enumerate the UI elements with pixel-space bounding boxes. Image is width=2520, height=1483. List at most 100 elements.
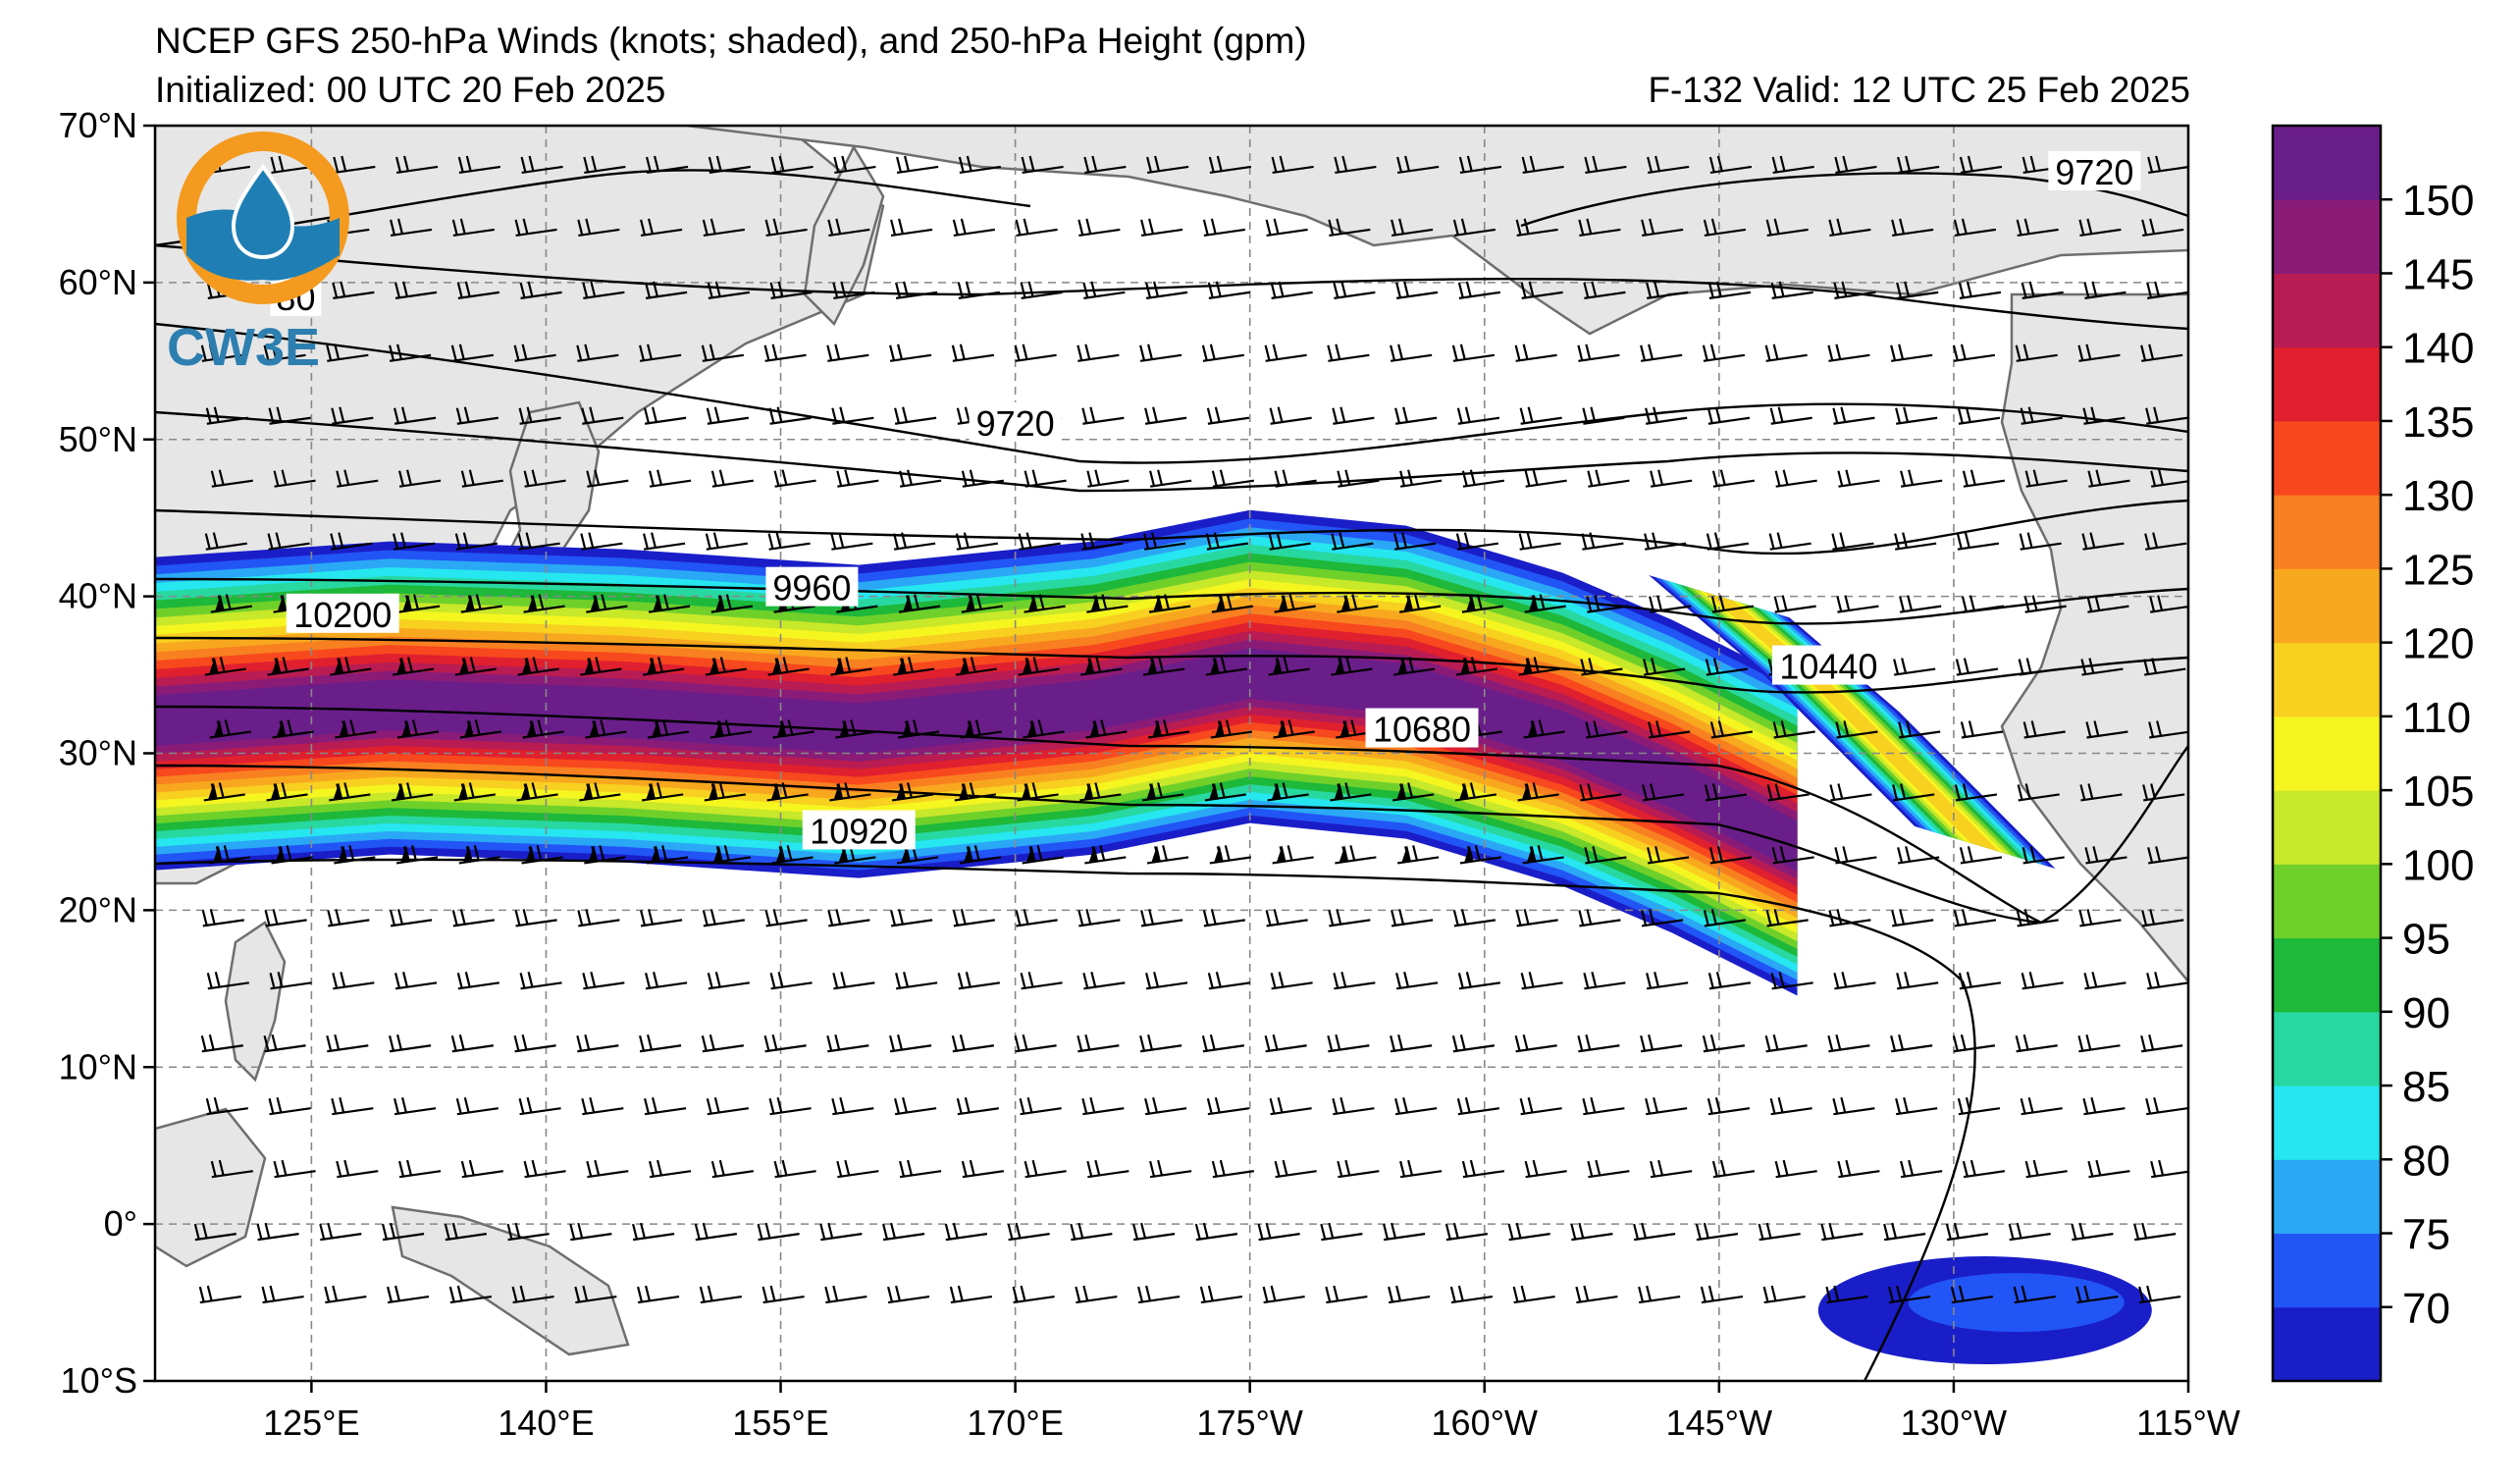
wind-barb [1645, 1096, 1688, 1116]
wind-barb [1081, 406, 1125, 425]
wind-barb [2015, 1033, 2058, 1053]
wind-barb [451, 909, 495, 927]
height-contour [155, 322, 2188, 464]
wind-barb [1952, 344, 1996, 362]
wind-barb [894, 1096, 937, 1116]
wind-barb [1332, 1096, 1375, 1116]
lat-label: 40°N [59, 576, 137, 616]
wind-barb [702, 909, 746, 927]
wind-barb [2078, 909, 2122, 927]
wind-barb [2085, 720, 2128, 739]
wind-barb [1769, 406, 1812, 425]
wind-barb [764, 909, 808, 927]
wind-barb [1081, 1096, 1125, 1116]
wind-barb [1834, 155, 1877, 175]
wind-barb [1962, 469, 2006, 488]
wind-barb [1837, 469, 1880, 488]
wind-barb [827, 218, 870, 238]
wind-barb [269, 972, 312, 990]
wind-barb [1832, 1096, 1875, 1116]
wind-barb [327, 909, 370, 927]
wind-barb [200, 344, 243, 362]
wind-barb [706, 406, 750, 425]
wind-barb [763, 1033, 807, 1053]
wind-barb [647, 719, 690, 739]
wind-barb [899, 1159, 942, 1179]
wind-barb [1710, 595, 1755, 613]
wind-barb [1899, 595, 1942, 613]
wind-barb [830, 532, 873, 551]
wind-barb [331, 406, 374, 425]
wind-barb [1327, 1033, 1370, 1053]
wind-barb [1458, 155, 1502, 175]
wind-barb [832, 972, 875, 990]
wind-barb [2133, 1222, 2177, 1242]
wind-barb [1331, 657, 1373, 676]
wind-barb [331, 1096, 374, 1116]
wind-barb [520, 155, 563, 175]
wind-barb [2146, 281, 2188, 299]
wind-barb [1524, 1159, 1567, 1179]
wind-barb [705, 532, 749, 551]
wind-barb [1019, 1096, 1062, 1116]
wind-barb [1147, 719, 1190, 739]
siberia-alaska-landmass [686, 126, 2188, 336]
wind-barb [1327, 344, 1370, 362]
wind-barb [1587, 1159, 1630, 1179]
wind-barb [1452, 909, 1496, 927]
wind-barb [1269, 1096, 1312, 1116]
wind-barb [455, 1096, 499, 1116]
wind-barb [397, 594, 441, 613]
wind-barb [952, 909, 996, 927]
wind-barb [2145, 1096, 2188, 1116]
wind-barb [1520, 972, 1563, 990]
wind-barb [1270, 972, 1313, 990]
wind-barb [836, 469, 879, 488]
height-contour [155, 858, 1976, 1381]
height-contour [155, 705, 2188, 925]
lat-label: 60°N [59, 262, 137, 302]
wind-barb [391, 782, 434, 802]
wind-barb [1711, 469, 1756, 488]
wind-barb [637, 1285, 680, 1304]
wind-barb [1391, 782, 1435, 802]
wind-barb [336, 469, 379, 488]
wind-barb [2024, 469, 2068, 488]
wind-barb [951, 1033, 995, 1053]
wind-barb [387, 1285, 430, 1304]
wind-barb [519, 972, 562, 990]
wind-barb [1960, 720, 2004, 739]
wind-barb [1205, 657, 1248, 676]
wind-barb [1764, 344, 1808, 362]
wind-barb [1398, 594, 1442, 613]
wind-barb [523, 469, 566, 488]
wind-barb [1020, 972, 1063, 990]
wind-barb [1211, 469, 1255, 488]
wind-barb [1768, 532, 1811, 551]
wind-barb [456, 281, 499, 299]
wind-barb [1705, 658, 1749, 676]
wind-barb [1202, 218, 1246, 238]
wind-speed-shading [155, 509, 2152, 1365]
wind-barb [2083, 972, 2126, 990]
wind-barb [1137, 1285, 1181, 1304]
wind-barb [1394, 1096, 1438, 1116]
wind-barb [261, 1285, 304, 1304]
wind-barb [393, 532, 436, 551]
wind-barb [1703, 218, 1747, 238]
wind-barb [1758, 1222, 1801, 1242]
wind-barb [1268, 532, 1311, 551]
wind-barb [1832, 406, 1875, 425]
lat-label: 10°S [61, 1360, 137, 1401]
lon-label: 175°W [1196, 1403, 1302, 1443]
wind-barb [646, 845, 689, 865]
wind-barb [577, 218, 620, 238]
wind-barb [694, 1222, 738, 1242]
wind-barb [1020, 281, 1063, 299]
wind-barb [453, 782, 496, 802]
wind-barb [1954, 783, 1998, 802]
wind-barb [581, 406, 624, 425]
wind-barb [1457, 281, 1501, 299]
wind-barb [1144, 406, 1187, 425]
wind-barb [1643, 658, 1686, 676]
